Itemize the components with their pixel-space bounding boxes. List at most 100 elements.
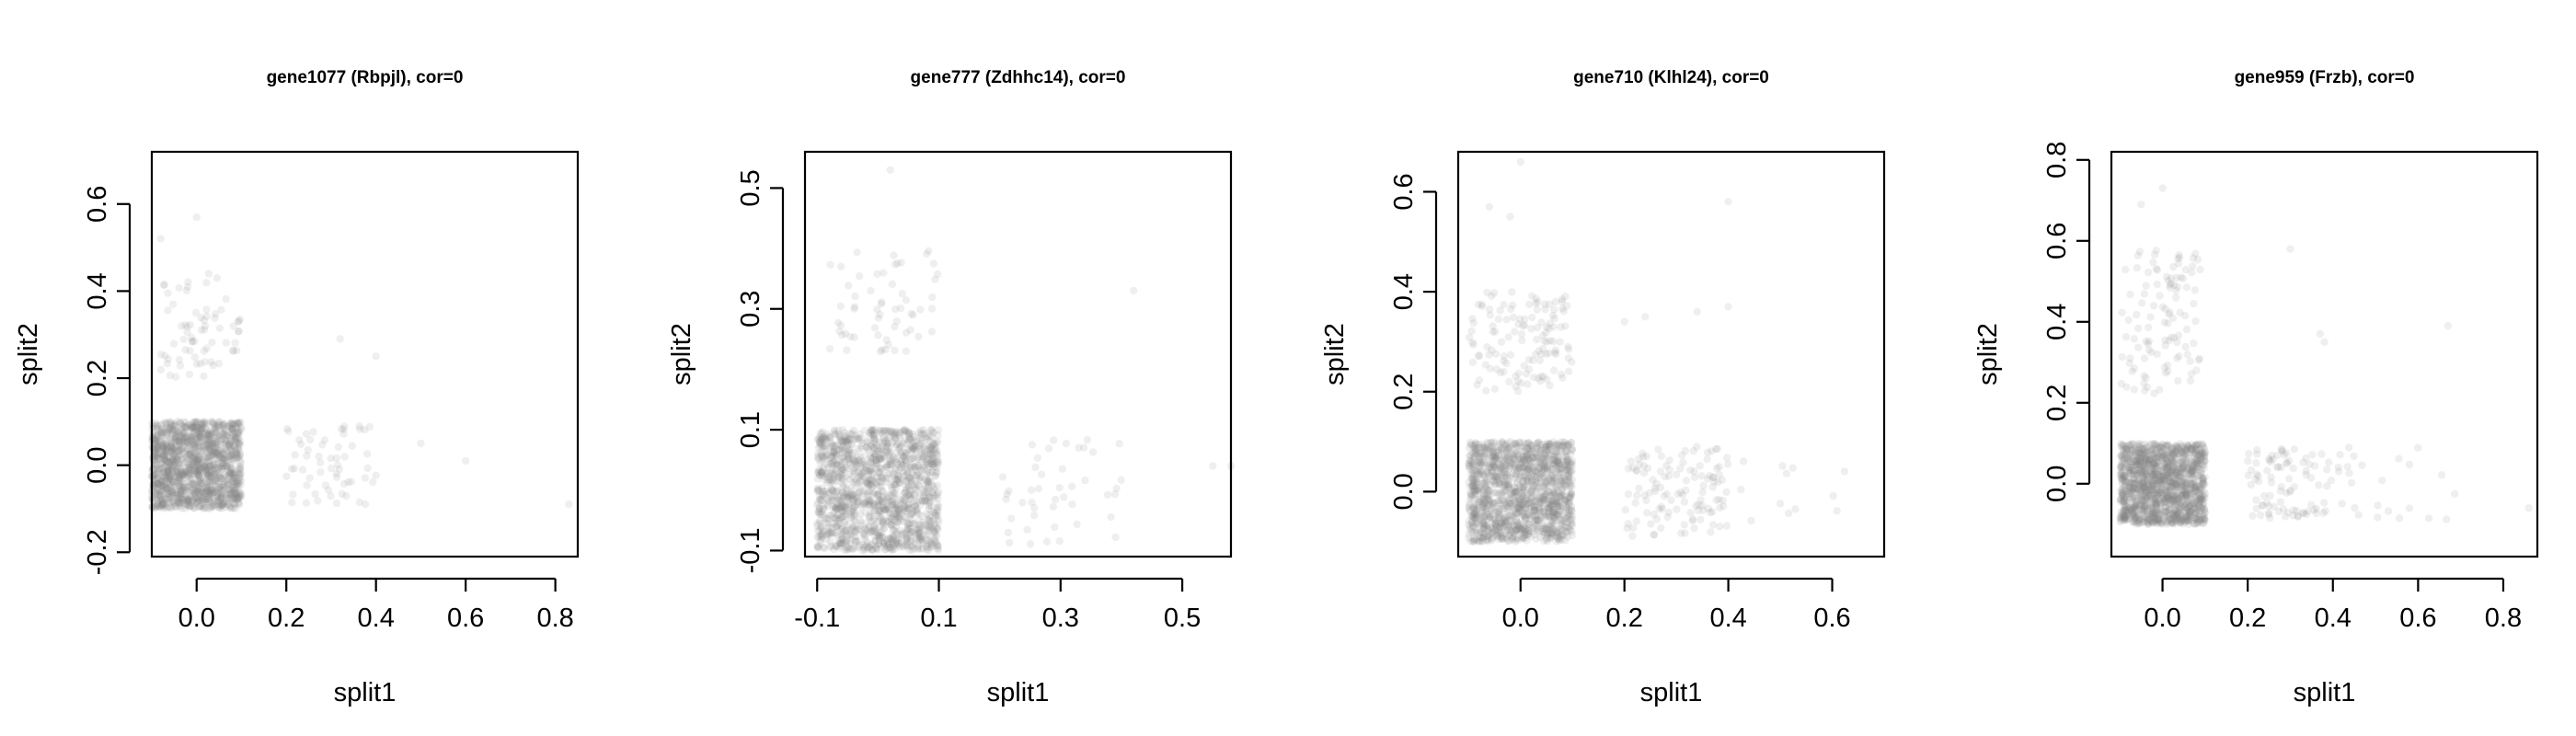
data-point <box>172 494 180 502</box>
data-point <box>215 483 224 491</box>
data-point <box>201 503 209 512</box>
x-axis-label: split1 <box>334 678 397 707</box>
data-point <box>167 461 176 469</box>
data-point <box>845 544 854 553</box>
data-point <box>151 464 160 473</box>
data-point <box>902 529 910 537</box>
data-point <box>163 453 172 461</box>
data-point <box>201 322 210 330</box>
data-point <box>204 494 213 503</box>
data-point <box>231 339 239 347</box>
data-point <box>157 460 166 468</box>
data-point <box>906 326 914 334</box>
data-point <box>214 446 224 454</box>
data-point <box>233 451 241 459</box>
data-point <box>169 421 178 430</box>
data-point <box>209 489 218 497</box>
data-point <box>165 493 174 501</box>
data-point <box>189 461 197 469</box>
data-point <box>226 443 235 452</box>
data-point <box>231 480 239 489</box>
data-point <box>925 247 933 255</box>
data-point <box>182 432 190 441</box>
data-point <box>160 468 169 477</box>
data-point <box>166 371 175 380</box>
data-point <box>221 432 229 441</box>
data-point <box>892 317 901 326</box>
data-point <box>204 487 213 496</box>
data-point <box>194 467 203 477</box>
data-point <box>235 440 243 448</box>
data-point <box>173 477 181 486</box>
data-point <box>335 465 344 474</box>
data-point <box>874 314 883 322</box>
data-point <box>213 441 222 449</box>
data-point <box>162 472 170 480</box>
data-point <box>877 497 885 505</box>
data-point <box>227 496 236 504</box>
data-point <box>235 500 244 509</box>
data-point <box>843 346 851 354</box>
point-cloud <box>147 213 573 512</box>
data-point <box>173 471 181 479</box>
data-point <box>158 465 167 473</box>
data-point <box>224 494 234 503</box>
data-point <box>1541 524 1549 533</box>
data-point <box>178 486 187 495</box>
data-point <box>1531 351 1540 359</box>
data-point <box>202 279 211 287</box>
data-point <box>183 438 192 447</box>
data-point <box>841 509 849 517</box>
data-point <box>217 501 226 510</box>
data-point <box>218 454 226 463</box>
data-point <box>417 439 425 448</box>
data-point <box>161 482 170 491</box>
data-point <box>1557 518 1566 526</box>
data-point <box>162 500 170 509</box>
data-point <box>159 500 167 509</box>
data-point <box>217 458 225 467</box>
data-point <box>229 420 237 429</box>
data-point <box>1509 490 1518 500</box>
data-point <box>1468 458 1477 466</box>
data-point <box>190 454 200 463</box>
data-point <box>190 442 199 451</box>
data-point <box>1504 456 1512 465</box>
data-point <box>814 466 823 474</box>
data-point <box>192 421 201 430</box>
data-point <box>169 477 178 486</box>
data-point <box>234 444 243 454</box>
data-point <box>907 494 915 503</box>
data-point <box>208 487 216 496</box>
data-point <box>188 497 197 505</box>
data-point <box>850 486 858 494</box>
data-point <box>872 490 880 499</box>
data-point <box>215 472 224 480</box>
data-point <box>195 481 203 490</box>
data-point <box>165 418 174 426</box>
data-point <box>1042 537 1052 546</box>
data-point <box>311 489 319 499</box>
data-point <box>1055 484 1064 492</box>
data-point <box>153 447 161 455</box>
data-point <box>156 427 165 436</box>
data-point <box>815 491 823 500</box>
data-point <box>199 424 207 432</box>
data-point <box>220 454 228 464</box>
data-point <box>222 431 231 440</box>
data-point <box>187 441 196 449</box>
data-point <box>347 477 355 486</box>
data-point <box>885 443 893 452</box>
data-point <box>154 466 162 475</box>
data-point <box>180 458 189 467</box>
data-point <box>1565 525 1573 535</box>
data-point <box>1549 438 1558 446</box>
data-point <box>214 497 224 505</box>
data-point <box>209 502 217 512</box>
data-point <box>182 493 191 501</box>
x-tick-label: 0.3 <box>1042 604 1079 633</box>
data-point <box>1469 481 1478 490</box>
data-point <box>316 458 325 467</box>
data-point <box>158 460 167 468</box>
data-point <box>162 503 171 512</box>
